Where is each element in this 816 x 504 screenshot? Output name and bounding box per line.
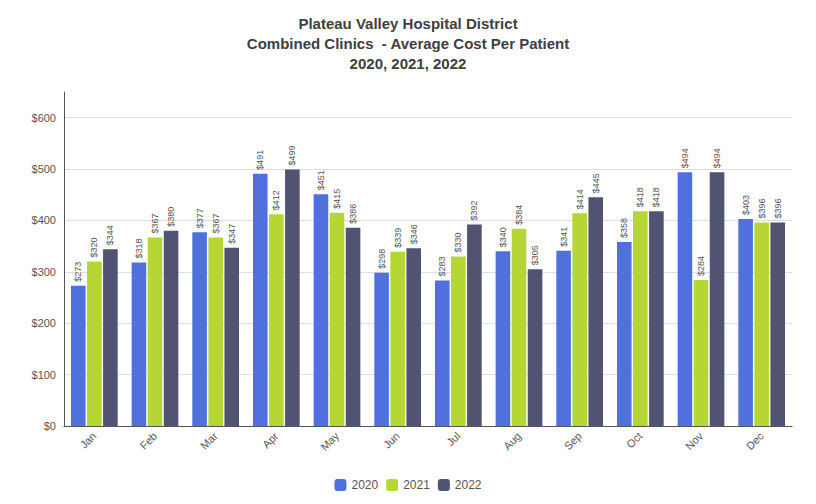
svg-text:$400: $400 [32, 214, 56, 226]
svg-text:$346: $346 [409, 224, 419, 244]
svg-text:$412: $412 [271, 190, 281, 210]
svg-text:$347: $347 [227, 224, 237, 244]
svg-text:Mar: Mar [198, 430, 220, 452]
svg-text:$305: $305 [530, 245, 540, 265]
svg-text:$0: $0 [44, 420, 56, 432]
svg-text:$451: $451 [316, 170, 326, 190]
svg-text:$367: $367 [150, 213, 160, 233]
svg-text:$340: $340 [498, 227, 508, 247]
svg-text:$499: $499 [287, 146, 297, 166]
svg-text:Feb: Feb [137, 430, 159, 452]
svg-text:$500: $500 [32, 163, 56, 175]
svg-text:$403: $403 [741, 195, 751, 215]
svg-text:$300: $300 [32, 266, 56, 278]
svg-text:$384: $384 [514, 205, 524, 225]
svg-text:$100: $100 [32, 369, 56, 381]
svg-text:$283: $283 [437, 257, 447, 277]
svg-text:May: May [318, 429, 342, 453]
svg-text:$491: $491 [255, 150, 265, 170]
svg-text:$341: $341 [559, 227, 569, 247]
svg-text:$298: $298 [377, 249, 387, 269]
svg-text:$396: $396 [757, 198, 767, 218]
svg-text:$320: $320 [89, 238, 99, 258]
svg-text:Apr: Apr [260, 430, 281, 451]
svg-text:2022: 2022 [455, 478, 482, 492]
svg-text:Nov: Nov [683, 429, 706, 452]
svg-text:$339: $339 [393, 228, 403, 248]
svg-text:$358: $358 [619, 218, 629, 238]
svg-text:$418: $418 [651, 187, 661, 207]
svg-text:$392: $392 [469, 201, 479, 221]
svg-text:Combined Clinics - Average Co: Combined Clinics - Average Cost Per Pati… [247, 35, 569, 52]
svg-text:$396: $396 [773, 198, 783, 218]
svg-text:Aug: Aug [501, 430, 523, 452]
svg-text:Dec: Dec [744, 429, 767, 452]
svg-text:$386: $386 [348, 204, 358, 224]
svg-text:$418: $418 [635, 187, 645, 207]
svg-text:$273: $273 [73, 262, 83, 282]
svg-text:$200: $200 [32, 317, 56, 329]
svg-text:$494: $494 [712, 148, 722, 168]
svg-text:Plateau Valley Hospital Distri: Plateau Valley Hospital District [298, 15, 517, 32]
svg-text:Jan: Jan [78, 430, 99, 451]
svg-text:Sep: Sep [562, 430, 584, 452]
svg-text:2020, 2021, 2022: 2020, 2021, 2022 [350, 55, 467, 72]
svg-text:$415: $415 [332, 189, 342, 209]
svg-text:Jul: Jul [444, 430, 462, 448]
svg-text:$445: $445 [591, 173, 601, 193]
svg-text:$318: $318 [134, 239, 144, 259]
svg-text:$284: $284 [696, 256, 706, 276]
svg-text:Jun: Jun [381, 430, 402, 451]
svg-text:$414: $414 [575, 189, 585, 209]
svg-text:$380: $380 [166, 207, 176, 227]
svg-text:$494: $494 [680, 148, 690, 168]
svg-text:2020: 2020 [351, 478, 378, 492]
svg-text:$344: $344 [105, 225, 115, 245]
svg-text:$377: $377 [195, 208, 205, 228]
svg-text:$330: $330 [453, 232, 463, 252]
svg-text:$367: $367 [211, 213, 221, 233]
svg-text:$600: $600 [32, 112, 56, 124]
svg-text:Oct: Oct [624, 430, 645, 451]
svg-text:2021: 2021 [403, 478, 430, 492]
